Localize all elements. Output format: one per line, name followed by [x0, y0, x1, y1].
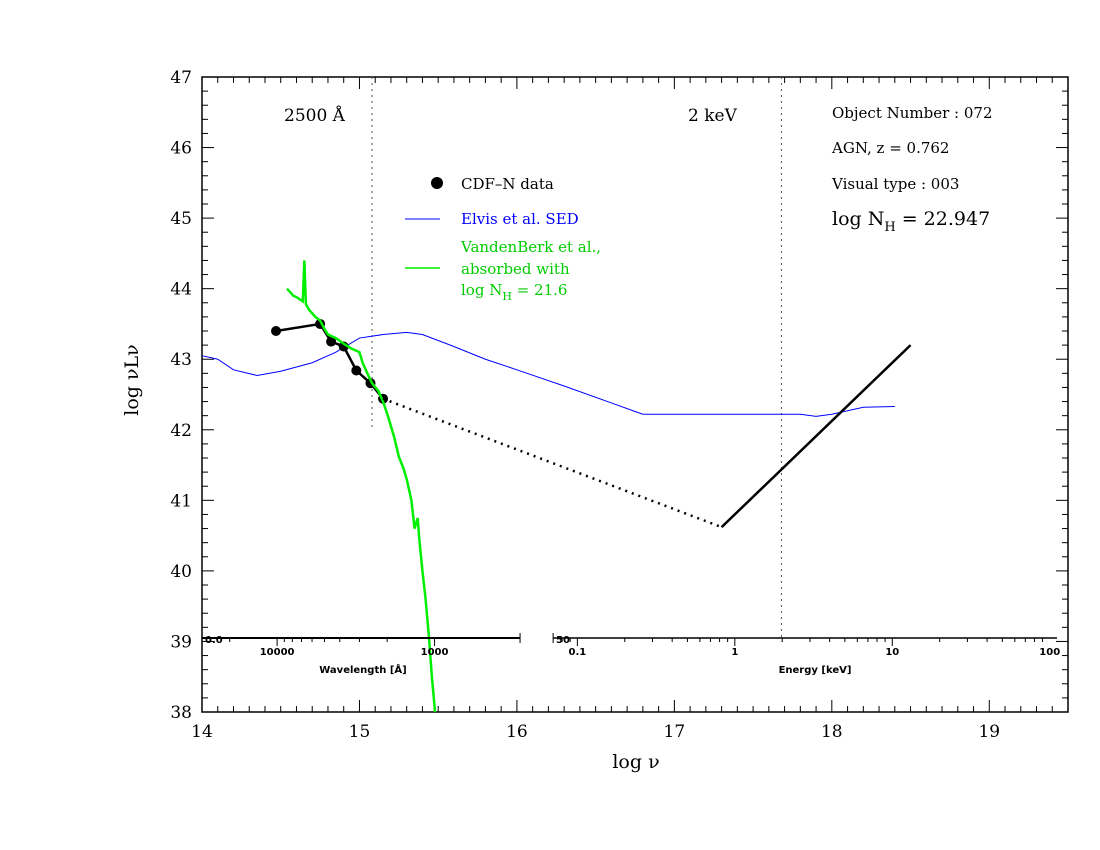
- legend-cdf-marker: [431, 177, 443, 189]
- x-tick-label: 14: [191, 722, 213, 742]
- cdf-data-point: [271, 326, 282, 336]
- x-tick-label: 19: [978, 722, 1000, 742]
- energy-tick-label: 10: [885, 647, 899, 658]
- x-tick-label: 16: [506, 722, 528, 742]
- legend-vdb-label-3: log NH = 21.6: [461, 281, 567, 303]
- legend-cdf-label: CDF–N data: [461, 175, 554, 193]
- y-tick-label: 41: [170, 491, 192, 511]
- legend-vdb-label-1: VandenBerk et al.,: [460, 238, 601, 256]
- y-tick-label: 42: [170, 421, 192, 441]
- sub-axes-layer: 10000 1000 0.1 1 10 100: [202, 633, 1060, 658]
- energy-axis-end-label: 50: [556, 635, 570, 646]
- y-tick-label: 40: [170, 562, 192, 582]
- y-tick-label: 38: [170, 703, 192, 723]
- wavelength-axis-end-label: 0.0: [205, 635, 223, 646]
- vandenberk-line: [286, 260, 437, 713]
- interpolation-dotted-line: [382, 397, 723, 529]
- xray-powerlaw-line: [720, 344, 912, 529]
- elvis-sed-line: [201, 331, 895, 417]
- x-tick-label: 17: [664, 722, 686, 742]
- cdf-data-point: [326, 336, 337, 347]
- y-tick-label: 43: [170, 350, 192, 370]
- info-object-number: Object Number : 072: [832, 104, 993, 122]
- legend-vdb-nh-value: = 21.6: [512, 281, 568, 299]
- plot-frame: [201, 76, 1069, 713]
- legend: CDF–N data Elvis et al. SED VandenBerk e…: [405, 175, 601, 303]
- y-axis-title: log νLν: [121, 344, 143, 415]
- legend-elvis-label: Elvis et al. SED: [461, 210, 579, 228]
- vline-label-2keV: 2 keV: [688, 106, 738, 126]
- x-tick-label: 18: [821, 722, 843, 742]
- y-tick-label: 46: [170, 139, 192, 159]
- plot-frame-layer: 14 15 16 17 18 19 38 39 40 41 42 43 44 45 46 47: [170, 68, 1069, 742]
- wavelength-tick-label: 1000: [421, 647, 449, 658]
- wavelength-tick-label: 10000: [260, 647, 295, 658]
- x-axis-title: log ν: [612, 751, 659, 773]
- energy-axis-title: Energy [keV]: [779, 665, 852, 676]
- y-tick-label: 44: [170, 280, 192, 300]
- info-log-nh: log NH = 22.947: [832, 208, 990, 235]
- x-tick-label: 15: [349, 722, 371, 742]
- cdf-data-point: [351, 365, 362, 376]
- info-agn-z: AGN, z = 0.762: [831, 139, 949, 157]
- info-log-nh-prefix: log N: [832, 208, 884, 230]
- legend-vdb-label-2: absorbed with: [461, 260, 570, 278]
- energy-tick-label: 0.1: [569, 647, 587, 658]
- vline-label-2500A: 2500 Å: [284, 105, 346, 126]
- y-tick-label: 47: [170, 68, 192, 88]
- info-log-nh-sub: H: [884, 220, 895, 235]
- info-log-nh-value: = 22.947: [896, 208, 990, 230]
- info-visual-type: Visual type : 003: [831, 175, 959, 193]
- legend-vdb-nh-sub: H: [502, 290, 512, 303]
- energy-tick-label: 1: [731, 647, 738, 658]
- series-layer: [201, 260, 912, 713]
- y-tick-label: 39: [170, 632, 192, 652]
- y-tick-label: 45: [170, 209, 192, 229]
- wavelength-axis-title: Wavelength [Å]: [319, 663, 406, 676]
- energy-tick-label: 100: [1039, 647, 1060, 658]
- legend-vdb-nh-prefix: log N: [461, 281, 502, 299]
